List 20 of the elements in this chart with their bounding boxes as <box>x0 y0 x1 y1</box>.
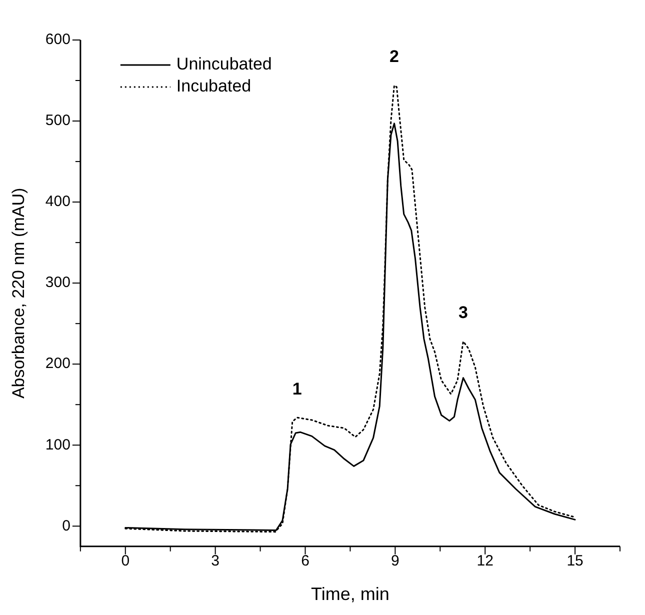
y-tick-label: 200 <box>45 355 70 372</box>
y-tick-label: 600 <box>45 31 70 48</box>
legend-label: Unincubated <box>176 54 272 74</box>
x-tick-label: 9 <box>391 552 400 570</box>
y-axis-title: Absorbance, 220 nm (mAU) <box>8 188 28 399</box>
y-tick-label: 400 <box>45 193 70 210</box>
x-tick-label: 0 <box>121 552 130 570</box>
x-tick-label: 3 <box>211 552 220 570</box>
x-tick-label: 15 <box>566 552 584 570</box>
y-tick-label: 100 <box>45 436 70 454</box>
x-axis-title: Time, min <box>311 584 390 604</box>
y-tick-label: 0 <box>62 517 70 534</box>
annotation: 2 <box>390 47 400 66</box>
x-tick-label: 6 <box>301 552 310 570</box>
x-tick-label: 12 <box>476 552 494 570</box>
annotation: 1 <box>292 379 302 398</box>
legend-label: Incubated <box>176 76 252 96</box>
y-tick-label: 300 <box>45 274 70 292</box>
y-tick-label: 500 <box>45 112 70 130</box>
annotation: 3 <box>458 303 468 322</box>
